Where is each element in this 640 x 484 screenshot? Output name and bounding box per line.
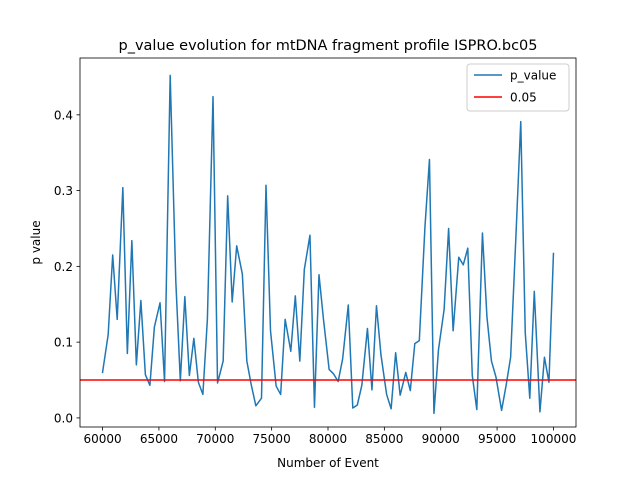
chart-title: p_value evolution for mtDNA fragment pro… [119,38,538,54]
y-tick-label: 0.0 [54,411,73,425]
x-tick-label: 75000 [253,432,291,446]
series-line-p-value [101,74,555,415]
legend: p_value 0.05 [466,63,570,112]
x-axis-label: Number of Event [277,456,379,470]
x-tick-label: 90000 [422,432,460,446]
x-tick-label: 60000 [83,432,121,446]
x-tick-label: 85000 [365,432,403,446]
y-tick-label: 0.1 [54,336,73,350]
y-tick-label: 0.4 [54,108,73,122]
y-axis-ticks: 0.0 0.1 0.2 0.3 0.4 [54,108,80,425]
x-tick-label: 65000 [140,432,178,446]
x-tick-label: 80000 [309,432,347,446]
y-tick-label: 0.3 [54,184,73,198]
x-tick-label: 100000 [531,432,577,446]
y-tick-label: 0.2 [54,260,73,274]
legend-label-threshold: 0.05 [510,91,537,105]
x-tick-label: 70000 [196,432,234,446]
x-tick-label: 95000 [478,432,516,446]
y-axis-label: p value [29,220,43,264]
legend-label-p-value: p_value [510,69,556,83]
x-axis-ticks: 60000 65000 70000 75000 80000 85000 90000 95000… [83,427,576,446]
plot-area [80,74,576,415]
